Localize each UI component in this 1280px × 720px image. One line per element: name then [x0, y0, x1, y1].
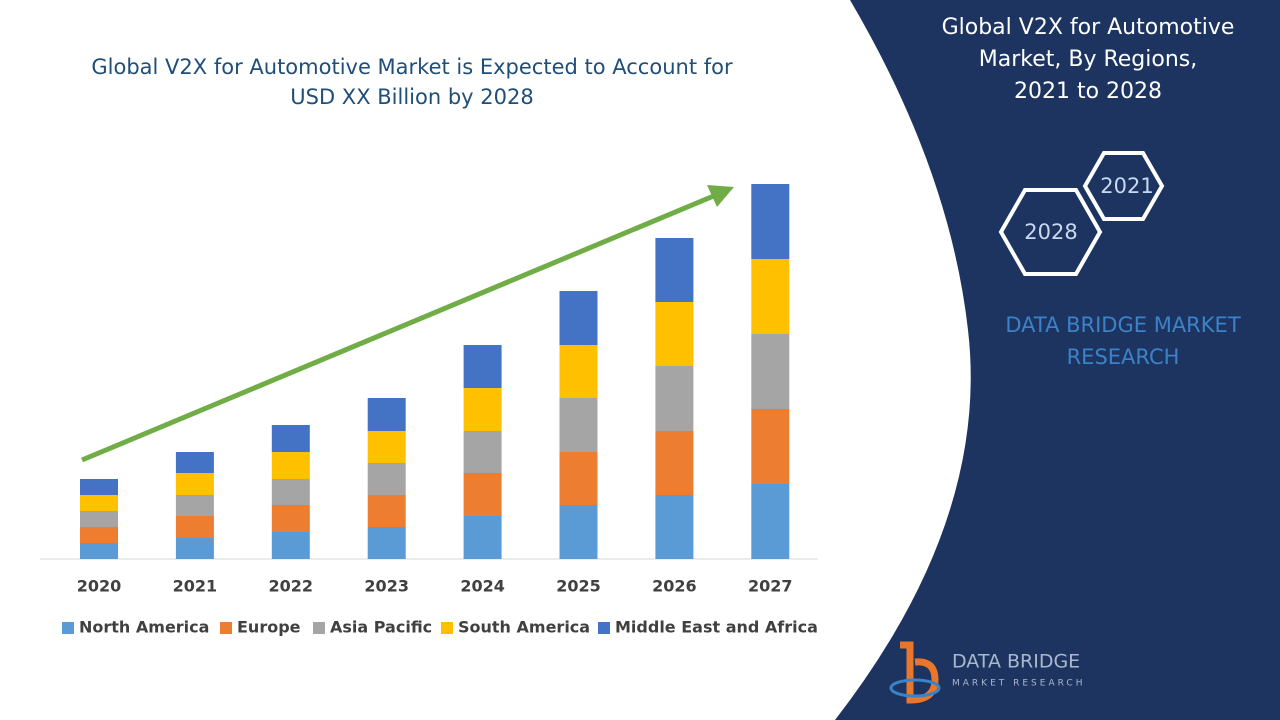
legend-label: North America: [79, 618, 209, 637]
bar-segment: [367, 527, 406, 559]
arrow-head: [707, 185, 734, 207]
bar-segment: [463, 345, 502, 388]
bar-segment: [463, 516, 502, 559]
legend-swatch: [441, 622, 453, 634]
bar-segment: [367, 398, 406, 431]
bar-segment: [80, 527, 118, 543]
bar-segment: [751, 484, 790, 559]
bar-segment: [751, 184, 790, 259]
legend-swatch: [313, 622, 325, 634]
bar-segment: [463, 388, 502, 431]
bar-segment: [655, 366, 694, 431]
bar-segment: [175, 473, 214, 495]
bar-segment: [559, 345, 598, 398]
side-panel: [835, 0, 1280, 720]
bar-segment: [271, 452, 310, 479]
logo-name: DATA BRIDGE: [952, 651, 1080, 673]
legend-label: Middle East and Africa: [615, 618, 818, 637]
panel-title: 2021 to 2028: [1014, 79, 1162, 104]
bar-segment: [175, 538, 214, 559]
logo-tagline: MARKET RESEARCH: [952, 679, 1085, 689]
legend-label: Europe: [237, 618, 301, 637]
bar-segment: [751, 259, 790, 334]
bar-segment: [559, 452, 598, 505]
x-tick-label: 2021: [173, 577, 218, 596]
bar-segment: [655, 238, 694, 302]
legend-swatch: [62, 622, 74, 634]
logo-mark: [889, 678, 941, 698]
bar-segment: [271, 505, 310, 532]
bar-segment: [175, 452, 214, 473]
bar-segment: [80, 479, 118, 495]
chart-title: Global V2X for Automotive Market is Expe…: [91, 55, 733, 79]
hexagon: [1082, 151, 1165, 221]
bar-segment: [80, 511, 118, 527]
bar-segment: [559, 291, 598, 345]
hexagon-label: 2028: [1024, 220, 1077, 244]
bar-segment: [559, 398, 598, 452]
bar-segment: [655, 495, 694, 559]
legend-swatch: [598, 622, 610, 634]
legend-swatch: [220, 622, 232, 634]
bar-segment: [367, 463, 406, 495]
bar-segment: [175, 495, 214, 516]
bar-segment: [559, 505, 598, 559]
x-tick-label: 2020: [77, 577, 122, 596]
bar-segment: [271, 479, 310, 505]
brand-text: DATA BRIDGE MARKET: [1005, 313, 1240, 337]
bar-segment: [271, 425, 310, 452]
bar-segment: [751, 334, 790, 409]
brand-text: RESEARCH: [1067, 345, 1180, 369]
chart-title: USD XX Billion by 2028: [290, 85, 533, 109]
legend-label: Asia Pacific: [330, 618, 432, 637]
panel-title: Market, By Regions,: [979, 47, 1198, 72]
bar-segment: [175, 516, 214, 538]
x-tick-label: 2025: [556, 577, 601, 596]
bar-segment: [751, 409, 790, 484]
trend-arrow: [81, 192, 717, 463]
legend-label: South America: [458, 618, 590, 637]
bar-segment: [367, 495, 406, 527]
logo-mark: [900, 641, 939, 704]
panel-title: Global V2X for Automotive: [942, 15, 1235, 40]
bar-segment: [80, 495, 118, 511]
hexagon-label: 2021: [1100, 174, 1153, 198]
bar-segment: [655, 431, 694, 495]
x-tick-label: 2027: [748, 577, 793, 596]
bar-segment: [463, 431, 502, 473]
x-tick-label: 2024: [460, 577, 505, 596]
bar-segment: [463, 473, 502, 516]
x-tick-label: 2023: [364, 577, 409, 596]
x-tick-label: 2022: [269, 577, 314, 596]
bar-segment: [655, 302, 694, 366]
x-tick-label: 2026: [652, 577, 697, 596]
bar-segment: [367, 431, 406, 463]
bar-segment: [80, 543, 118, 559]
bar-segment: [271, 532, 310, 559]
hexagon: [998, 188, 1103, 276]
